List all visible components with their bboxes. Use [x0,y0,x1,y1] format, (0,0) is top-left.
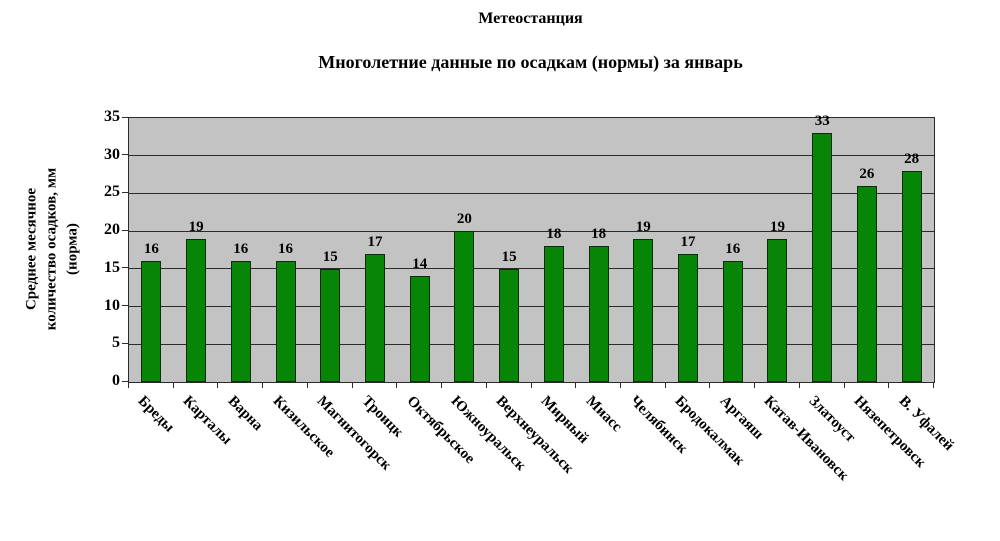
bar-value-label: 19 [635,219,651,235]
x-tick-mark [754,382,756,388]
bar-Южноуральск: 20 [454,211,475,382]
bar-Миасс: 18 [588,226,609,382]
bar-value-label: 15 [322,249,338,265]
x-tick-mark [619,382,621,388]
y-tick-mark [122,267,128,269]
x-tick-mark [530,382,532,388]
bar-value-label: 15 [501,249,517,265]
x-tick-mark [485,382,487,388]
y-tick-label-25: 25 [104,183,120,201]
x-tick-mark [217,382,219,388]
x-tick-mark [843,382,845,388]
x-tick-mark [798,382,800,388]
x-tick-mark [306,382,308,388]
bar-value-label: 17 [680,234,696,250]
bar-value-label: 19 [769,219,785,235]
bar-value-label: 19 [188,219,204,235]
y-tick-label-15: 15 [104,258,120,276]
gridline-10 [129,306,934,308]
x-tick-mark [262,382,264,388]
chart-subtitle: Многолетние данные по осадкам (нормы) за… [318,52,743,72]
bar-Нязепетровск: 26 [856,166,877,382]
bar-value-label: 33 [814,113,830,129]
y-tick-mark [122,229,128,231]
gridline-15 [129,268,934,270]
y-axis-title-line: Среднее месячное [23,187,40,311]
chart-title: Метеостанция [478,10,583,27]
x-tick-mark [888,382,890,388]
y-tick-mark [122,116,128,118]
y-axis-title-line: количество осадков, мм [43,167,60,331]
y-tick-label-30: 30 [104,145,120,163]
bar-Карталы: 19 [186,219,207,382]
x-category-label-Миасс: Миасс [582,393,625,436]
bar-Катав-Ивановск: 19 [767,219,788,382]
bar-value-label: 26 [859,166,875,182]
bar-Аргаяш: 16 [722,241,743,382]
y-tick-label-5: 5 [112,334,120,352]
y-tick-mark [122,305,128,307]
bar-value-label: 16 [143,241,159,257]
bar-value-label: 20 [456,211,472,227]
bar-Варна: 16 [230,241,251,382]
y-tick-mark [122,342,128,344]
x-tick-mark [351,382,353,388]
x-tick-mark [575,382,577,388]
y-tick-mark [122,380,128,382]
bar-Верхнеуральск: 15 [499,249,520,382]
x-tick-mark [172,382,174,388]
x-category-label-Верхнеуральск: Верхнеуральск [492,393,577,477]
bar-Троицк: 17 [364,234,385,382]
bar-В. Уфалей: 28 [901,151,922,382]
bar-value-label: 17 [367,234,383,250]
y-tick-mark [122,154,128,156]
plot-area: 16 19 16 16 15 17 14 20 15 18 18 19 17 16 19 33 26 28 [128,113,935,383]
bar-value-label: 14 [412,256,428,272]
bar-Октябрьское: 14 [409,256,430,382]
gridline-20 [129,230,934,232]
x-tick-mark [396,382,398,388]
y-tick-label-0: 0 [112,372,120,389]
bar-Златоуст: 33 [812,113,833,382]
x-tick-mark [709,382,711,388]
bar-Кизильское: 16 [275,241,296,382]
x-tick-mark [664,382,666,388]
x-tick-mark [128,382,129,388]
bar-Челябинск: 19 [633,219,654,382]
bar-value-label: 18 [546,226,562,242]
x-tick-mark [933,382,934,388]
bar-Бродокалмак: 17 [678,234,699,382]
y-tick-label-35: 35 [104,108,120,125]
bar-value-label: 16 [725,241,741,257]
bar-value-label: 28 [904,151,920,167]
bar-Мирный: 18 [543,226,564,382]
gridline-25 [129,192,934,194]
bar-value-label: 16 [278,241,294,257]
bar-Магнитогорск: 15 [320,249,341,382]
bar-value-label: 16 [233,241,249,257]
bar-value-label: 18 [591,226,607,242]
x-category-label-Бреды: Бреды [135,393,178,436]
x-tick-mark [441,382,443,388]
gridline-30 [129,155,934,157]
bar-Бреды: 16 [141,241,162,382]
x-category-label-Варна: Варна [224,393,266,435]
y-tick-label-10: 10 [104,296,120,314]
y-tick-mark [122,191,128,193]
gridline-5 [129,343,934,345]
y-tick-label-20: 20 [104,221,120,239]
